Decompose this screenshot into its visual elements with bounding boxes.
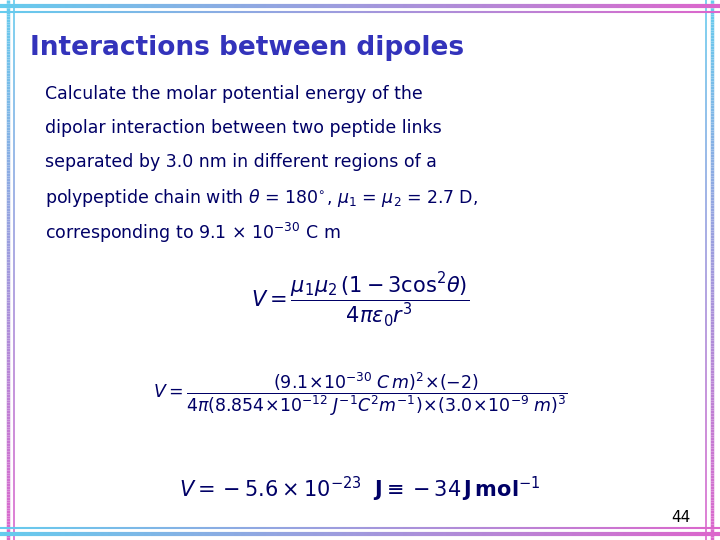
Text: $V = \dfrac{\mu_1\mu_2\,(1-3\cos^2\!\theta)}{4\pi\varepsilon_0 r^3}$: $V = \dfrac{\mu_1\mu_2\,(1-3\cos^2\!\the… [251,270,469,329]
Text: Calculate the molar potential energy of the: Calculate the molar potential energy of … [45,85,423,103]
Text: $V = -5.6\times10^{-23}$  $\mathbf{J} \equiv -34\,\mathbf{J\,mol}^{-1}$: $V = -5.6\times10^{-23}$ $\mathbf{J} \eq… [179,475,541,504]
Text: separated by 3.0 nm in different regions of a: separated by 3.0 nm in different regions… [45,153,437,171]
Text: dipolar interaction between two peptide links: dipolar interaction between two peptide … [45,119,442,137]
Text: $V = \dfrac{(9.1\!\times\!10^{-30}\;C\,m)^2\!\times\!(-2)}{4\pi(8.854\!\times\!1: $V = \dfrac{(9.1\!\times\!10^{-30}\;C\,m… [153,370,567,417]
Text: corresponding to 9.1 $\times$ 10$^{-30}$ C m: corresponding to 9.1 $\times$ 10$^{-30}$… [45,221,341,245]
Text: Interactions between dipoles: Interactions between dipoles [30,35,464,61]
Text: 44: 44 [671,510,690,525]
Text: polypeptide chain with $\theta$ = 180$^{\circ}$, $\mu_1$ = $\mu_2$ = 2.7 D,: polypeptide chain with $\theta$ = 180$^{… [45,187,478,209]
